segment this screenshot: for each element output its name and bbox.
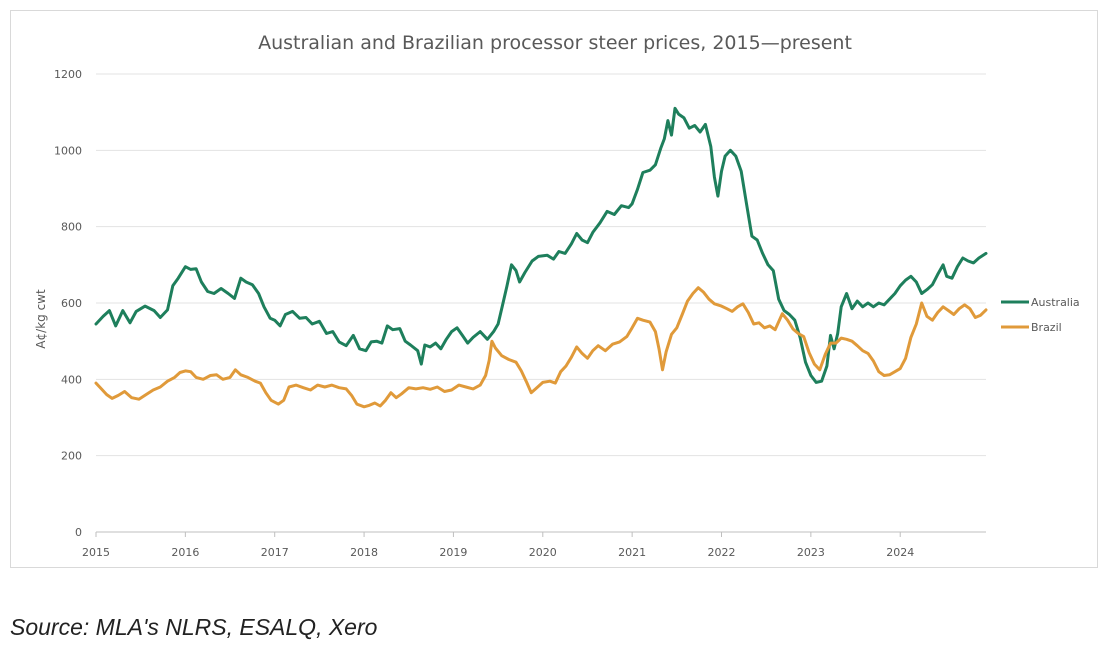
x-tick-label: 2021 xyxy=(618,546,646,559)
line-chart: Australian and Brazilian processor steer… xyxy=(34,32,1080,559)
x-tick-label: 2018 xyxy=(350,546,378,559)
y-tick-label: 400 xyxy=(61,373,82,386)
x-tick-label: 2022 xyxy=(708,546,736,559)
x-tick-label: 2017 xyxy=(261,546,289,559)
legend-label-australia: Australia xyxy=(1031,296,1080,309)
x-tick-label: 2023 xyxy=(797,546,825,559)
legend: Australia Brazil xyxy=(1001,296,1080,334)
chart-title: Australian and Brazilian processor steer… xyxy=(258,32,852,54)
source-caption: Source: MLA's NLRS, ESALQ, Xero xyxy=(10,614,378,640)
y-axis-label: A¢/kg cwt xyxy=(34,289,48,349)
axes: 0 200 400 600 800 1000 1200 2015 2016 2017 2018 201… xyxy=(54,68,986,559)
x-tick-label: 2019 xyxy=(439,546,467,559)
y-tick-label: 600 xyxy=(61,297,82,310)
series-line-brazil xyxy=(94,286,988,409)
series-lines xyxy=(94,106,988,409)
y-tick-label: 1000 xyxy=(54,144,82,157)
chart-frame: Australian and Brazilian processor steer… xyxy=(10,10,1098,568)
legend-label-brazil: Brazil xyxy=(1031,321,1062,334)
x-tick-label: 2016 xyxy=(171,546,199,559)
y-tick-label: 200 xyxy=(61,450,82,463)
x-tick-label: 2024 xyxy=(886,546,914,559)
y-tick-label: 0 xyxy=(75,526,82,539)
gridlines xyxy=(96,73,986,457)
x-tick-label: 2015 xyxy=(82,546,110,559)
y-tick-label: 800 xyxy=(61,221,82,234)
x-tick-label: 2020 xyxy=(529,546,557,559)
y-tick-label: 1200 xyxy=(54,68,82,81)
series-line-australia xyxy=(94,106,988,384)
